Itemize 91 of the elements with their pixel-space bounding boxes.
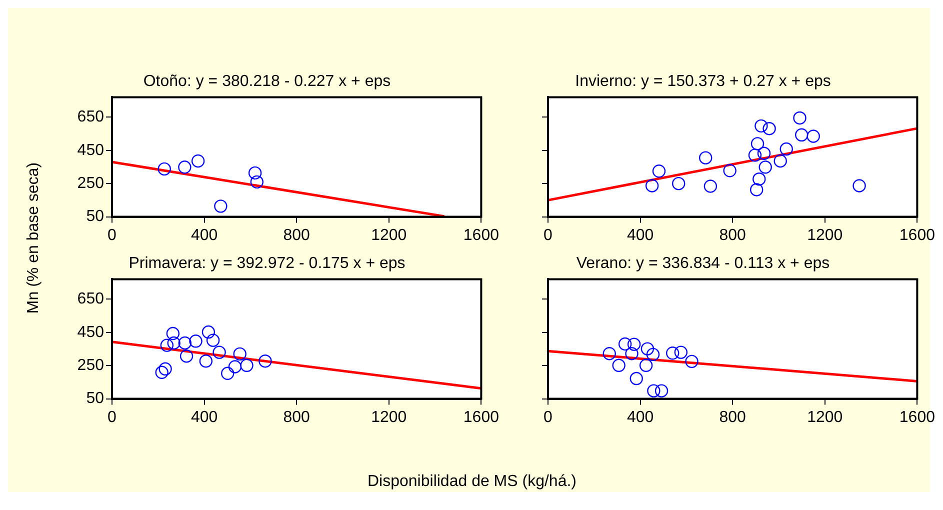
x-tick-label: 400 bbox=[190, 408, 218, 426]
point bbox=[752, 172, 766, 186]
point bbox=[180, 350, 194, 363]
point bbox=[625, 347, 638, 360]
point bbox=[627, 338, 641, 351]
point bbox=[806, 130, 820, 143]
x-tick-label: 0 bbox=[544, 226, 553, 244]
point bbox=[646, 348, 660, 362]
x-tick-label: 800 bbox=[283, 226, 310, 244]
point bbox=[178, 336, 192, 350]
point bbox=[750, 183, 764, 196]
point bbox=[189, 334, 202, 348]
point bbox=[160, 338, 174, 352]
point bbox=[206, 334, 220, 347]
y-tick-label: 250 bbox=[77, 174, 104, 192]
point bbox=[618, 337, 632, 351]
x-tick-label: 1200 bbox=[807, 408, 843, 426]
x-tick-label: 1600 bbox=[463, 226, 500, 244]
point bbox=[155, 366, 168, 379]
point bbox=[780, 142, 793, 156]
x-tick-label: 1200 bbox=[807, 226, 843, 244]
point bbox=[666, 346, 680, 360]
point bbox=[754, 119, 768, 133]
point bbox=[202, 325, 216, 339]
point bbox=[639, 358, 653, 372]
point bbox=[699, 151, 712, 164]
point bbox=[723, 164, 736, 178]
point bbox=[748, 148, 762, 162]
point bbox=[212, 346, 226, 359]
point bbox=[602, 347, 616, 360]
point bbox=[645, 179, 659, 192]
y-tick-label: 250 bbox=[77, 356, 104, 374]
chart-title: Primavera: y = 392.972 - 0.175 x + eps bbox=[128, 255, 406, 272]
point bbox=[757, 146, 771, 160]
y-tick-label: 50 bbox=[86, 390, 104, 408]
y-tick-label: 450 bbox=[77, 324, 104, 341]
x-axis-title: Disponibilidad de MS (kg/há.) bbox=[368, 473, 576, 491]
point bbox=[674, 346, 688, 359]
point bbox=[758, 160, 772, 174]
x-tick-label: 400 bbox=[626, 226, 654, 244]
point bbox=[640, 342, 654, 356]
point bbox=[240, 358, 254, 372]
x-tick-label: 1600 bbox=[899, 226, 936, 244]
point bbox=[794, 128, 808, 142]
x-tick-label: 400 bbox=[626, 408, 654, 426]
chart-title: Verano: y = 336.834 - 0.113 x + eps bbox=[576, 255, 830, 272]
x-tick-label: 800 bbox=[283, 408, 310, 426]
x-tick-label: 0 bbox=[544, 408, 553, 426]
point bbox=[704, 180, 718, 193]
point bbox=[750, 137, 764, 150]
y-axis-title: Mn (% en base seca) bbox=[25, 162, 43, 314]
point bbox=[199, 354, 213, 368]
point bbox=[654, 384, 668, 398]
y-tick-label: 50 bbox=[86, 208, 104, 226]
point bbox=[630, 372, 643, 386]
point bbox=[248, 166, 262, 180]
point bbox=[762, 122, 776, 136]
y-tick-label: 650 bbox=[77, 290, 104, 308]
x-tick-label: 1600 bbox=[899, 408, 936, 426]
point bbox=[233, 347, 246, 361]
x-tick-label: 1200 bbox=[371, 226, 407, 244]
point bbox=[793, 111, 806, 125]
point bbox=[612, 358, 626, 372]
point bbox=[214, 200, 228, 213]
point bbox=[685, 354, 698, 368]
x-tick-label: 400 bbox=[190, 226, 218, 244]
y-tick-label: 450 bbox=[77, 142, 104, 159]
x-tick-label: 800 bbox=[719, 226, 746, 244]
y-tick-label: 650 bbox=[77, 108, 104, 126]
point bbox=[221, 366, 234, 380]
point bbox=[652, 164, 666, 178]
chart-title: Otoño: y = 380.218 - 0.227 x + eps bbox=[143, 73, 391, 90]
point bbox=[228, 360, 242, 374]
x-tick-label: 1600 bbox=[463, 408, 500, 426]
point bbox=[166, 326, 180, 340]
point bbox=[852, 179, 866, 192]
x-tick-label: 0 bbox=[108, 226, 117, 244]
point bbox=[158, 362, 172, 376]
point bbox=[258, 354, 272, 368]
point bbox=[191, 154, 205, 168]
chart-title: Invierno: y = 150.373 + 0.27 x + eps bbox=[575, 73, 831, 90]
x-tick-label: 800 bbox=[719, 408, 746, 426]
point bbox=[167, 336, 180, 350]
x-tick-label: 1200 bbox=[371, 408, 407, 426]
point bbox=[178, 160, 192, 174]
point bbox=[672, 176, 686, 190]
point bbox=[774, 154, 787, 168]
point bbox=[158, 162, 171, 176]
x-tick-label: 0 bbox=[108, 408, 117, 426]
point bbox=[647, 384, 660, 398]
point bbox=[250, 175, 264, 189]
